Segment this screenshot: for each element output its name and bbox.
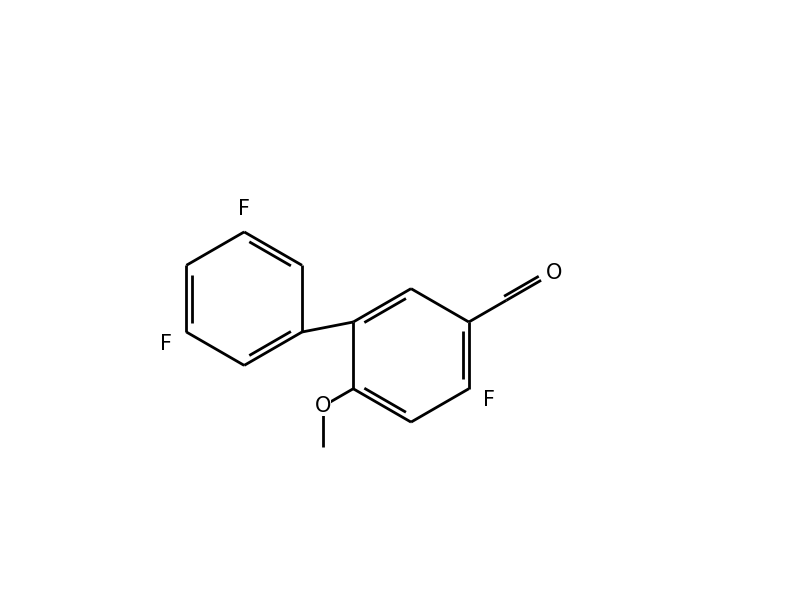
Text: F: F (160, 334, 172, 353)
Text: O: O (546, 263, 562, 283)
Text: O: O (315, 396, 331, 416)
Text: F: F (238, 199, 250, 218)
Text: F: F (483, 390, 495, 410)
